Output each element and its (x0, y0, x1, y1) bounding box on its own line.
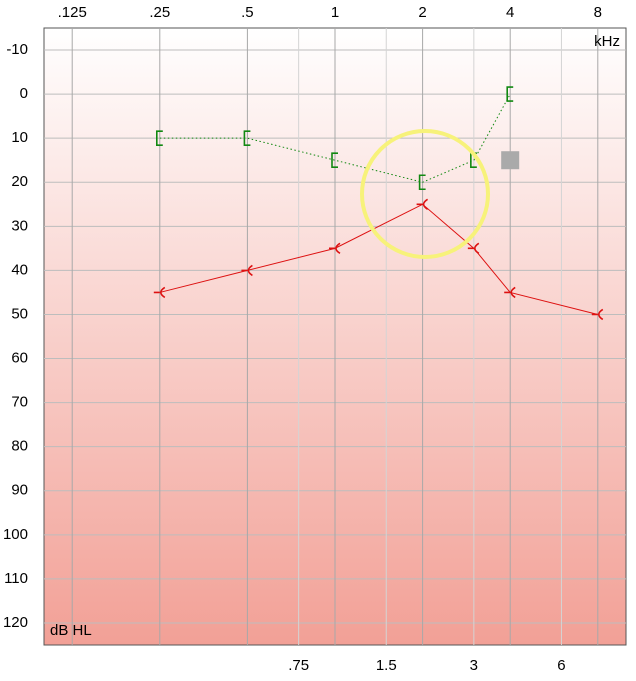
y-tick-label: 80 (11, 438, 28, 455)
y-tick-label: 100 (3, 526, 28, 543)
marker (241, 264, 253, 277)
marker (506, 86, 514, 102)
y-tick-label: 20 (11, 173, 28, 190)
highlight-circle (360, 129, 490, 259)
x-tick-label: 1 (331, 4, 339, 21)
x-tick-label: 8 (594, 4, 602, 21)
y-tick-label: 120 (3, 614, 28, 631)
marker (501, 151, 520, 170)
marker (153, 286, 166, 299)
y-tick-label: 110 (4, 570, 28, 587)
y-tick-label: 40 (11, 261, 28, 278)
x-minor-tick-label: 6 (557, 657, 565, 674)
x-tick-label: .5 (241, 4, 254, 21)
y-tick-label: 30 (11, 217, 28, 234)
marks (153, 86, 604, 321)
y-tick-label: 70 (11, 394, 28, 411)
y-tick-label: -10 (6, 41, 28, 58)
y-tick-label: 90 (11, 482, 28, 499)
marker (591, 308, 604, 321)
x-tick-label: .125 (58, 4, 87, 21)
marker (418, 174, 426, 191)
marker (243, 130, 251, 146)
marker (504, 286, 516, 299)
x-minor-tick-label: 1.5 (376, 657, 397, 674)
y-tick-label: 0 (20, 85, 28, 102)
y-tick-label: 50 (11, 305, 28, 322)
x-unit: kHz (594, 33, 620, 50)
marker (416, 198, 429, 210)
x-tick-label: .25 (149, 4, 170, 21)
marker (331, 152, 338, 169)
y-tick-label: 60 (11, 350, 28, 367)
y-unit: dB HL (50, 622, 92, 639)
series-line (159, 93, 511, 183)
marker (329, 242, 341, 255)
x-tick-label: 2 (418, 4, 426, 21)
x-tick-label: 4 (506, 4, 514, 21)
marker (467, 242, 480, 255)
y-tick-label: 10 (11, 129, 28, 146)
marker (156, 130, 163, 146)
x-minor-tick-label: .75 (288, 657, 309, 674)
x-minor-tick-label: 3 (470, 657, 478, 674)
